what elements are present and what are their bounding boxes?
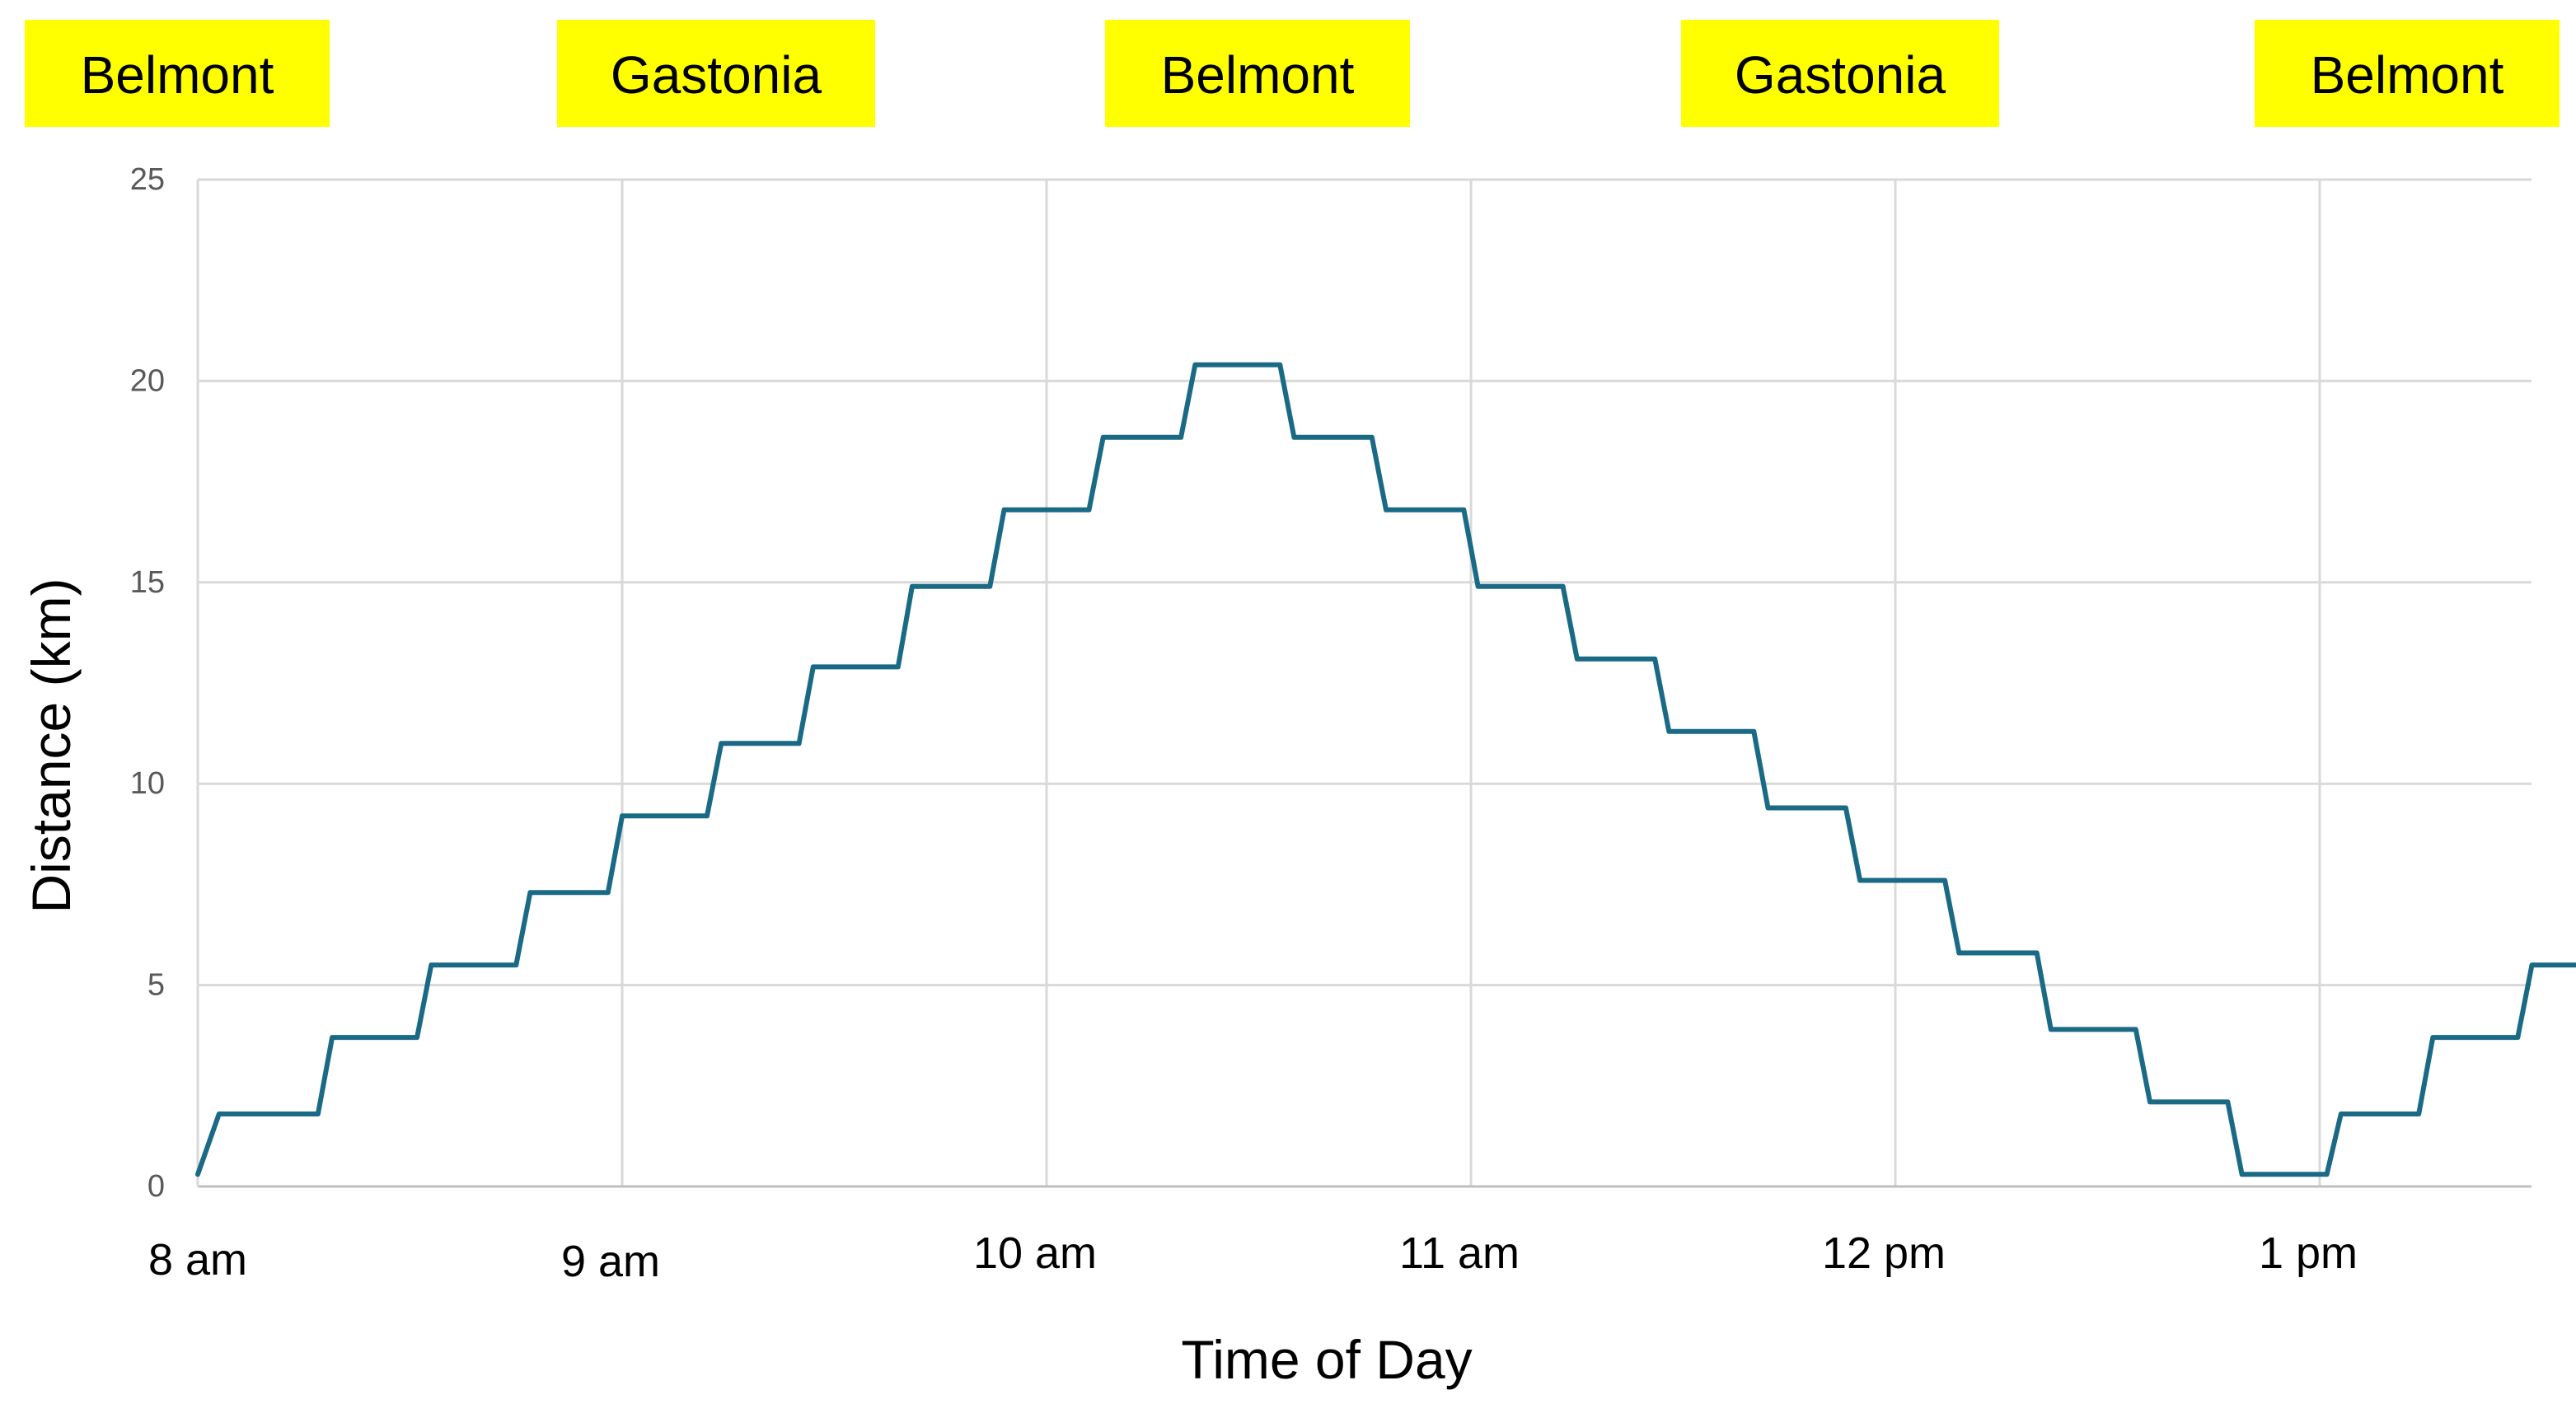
station-label-gastonia-2: Gastonia	[1735, 45, 1946, 105]
station-labels: Belmont Gastonia Belmont Gastonia Belmon…	[25, 20, 2560, 127]
x-tick-label: 12 pm	[1822, 1228, 1946, 1278]
station-box-belmont-1	[25, 20, 330, 127]
series-line-distance	[195, 362, 2576, 1177]
x-tick-label: 11 am	[1399, 1228, 1520, 1278]
station-box-gastonia-2	[1681, 20, 1999, 127]
station-box-belmont-3	[2255, 20, 2560, 127]
series-layer	[195, 362, 2576, 1177]
station-label-belmont-1: Belmont	[81, 45, 274, 105]
y-tick-label: 20	[130, 363, 165, 398]
y-tick-label: 0	[148, 1169, 165, 1204]
y-tick-label: 15	[130, 565, 165, 600]
x-tick-label: 9 am	[561, 1237, 660, 1286]
y-tick-labels: 0 5 10 15 20 25	[130, 162, 165, 1204]
station-label-gastonia-1: Gastonia	[611, 45, 822, 105]
x-tick-label: 8 am	[148, 1235, 247, 1285]
y-tick-label: 5	[148, 968, 165, 1003]
x-tick-label: 1 pm	[2259, 1228, 2358, 1278]
x-tick-label: 10 am	[973, 1228, 1097, 1278]
station-label-belmont-3: Belmont	[2311, 45, 2504, 105]
axes	[196, 180, 2532, 1188]
y-axis-title: Distance (km)	[21, 578, 82, 913]
station-box-gastonia-1	[557, 20, 875, 127]
station-box-belmont-2	[1105, 20, 1410, 127]
y-tick-label: 10	[130, 766, 165, 801]
y-tick-label: 25	[130, 162, 165, 197]
station-label-belmont-2: Belmont	[1161, 45, 1355, 105]
x-axis-title: Time of Day	[1181, 1329, 1472, 1390]
gridlines	[198, 178, 2532, 1186]
